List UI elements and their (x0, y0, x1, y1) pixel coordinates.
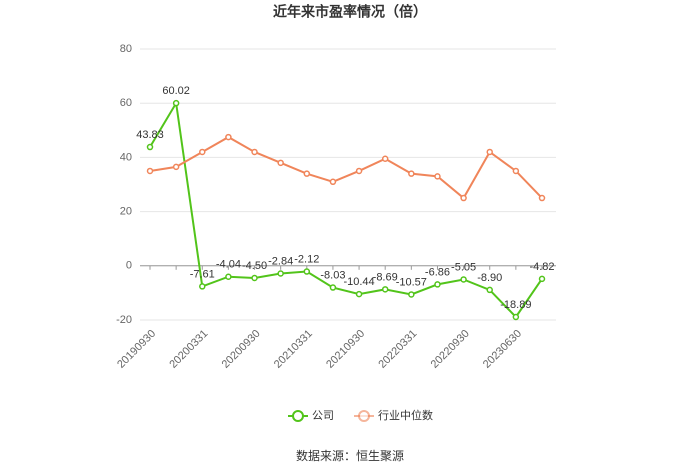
x-tick-label: 20200331 (167, 328, 210, 371)
chart-title: 近年来市盈率情况（倍） (273, 4, 427, 20)
point (277, 159, 284, 167)
x-tick-label: 20230630 (481, 328, 524, 371)
data-label: -2.12 (294, 253, 319, 265)
data-label: -2.84 (268, 255, 293, 267)
point (146, 167, 154, 175)
point (408, 170, 415, 177)
point (460, 276, 467, 283)
point (381, 286, 389, 293)
point (512, 167, 520, 175)
y-tick-label: 40 (120, 151, 132, 163)
y-tick-label: 20 (120, 206, 132, 218)
legend-marker (292, 410, 304, 422)
x-tick-label: 20220331 (376, 328, 419, 371)
data-label: -7.61 (190, 268, 215, 280)
x-tick-label: 20210331 (272, 328, 315, 371)
point (434, 173, 441, 180)
data-label: -8.69 (373, 271, 398, 283)
y-tick-label: -20 (116, 314, 132, 326)
point (199, 283, 206, 290)
data-label: -4.50 (242, 260, 267, 272)
point (277, 270, 284, 277)
point (408, 291, 415, 298)
point (355, 167, 363, 175)
legend-marker (358, 410, 370, 422)
point (486, 286, 493, 294)
legend-label: 行业中位数 (378, 408, 433, 422)
point (146, 143, 154, 151)
point (355, 290, 363, 298)
y-tick-label: 80 (120, 43, 132, 55)
series-line (149, 135, 543, 200)
data-label: -10.57 (396, 276, 427, 288)
point (512, 313, 520, 321)
data-label: -5.05 (451, 261, 476, 273)
point (434, 281, 441, 288)
series-line (149, 100, 543, 319)
x-tick-label: 20210930 (324, 328, 367, 371)
point (172, 99, 180, 107)
point (251, 274, 258, 282)
data-label: -4.04 (216, 259, 241, 271)
point (460, 194, 467, 202)
data-label: -10.44 (343, 276, 374, 288)
x-tick-label: 20190930 (115, 328, 158, 371)
point (329, 284, 337, 291)
data-label: -8.90 (477, 272, 502, 284)
data-label: 60.02 (162, 85, 190, 97)
point (225, 273, 232, 280)
point (172, 163, 180, 171)
y-tick-label: 0 (126, 260, 132, 272)
point (251, 148, 258, 156)
x-tick-label: 20220930 (429, 328, 472, 371)
data-label: -4.82 (529, 261, 554, 273)
point (225, 133, 232, 141)
data-label: -6.86 (425, 266, 450, 278)
point (199, 148, 206, 156)
x-tick-label: 20200930 (220, 328, 263, 371)
point (303, 268, 311, 275)
y-tick-label: 60 (120, 97, 132, 109)
data-label: -8.03 (320, 269, 345, 281)
data-label: 43.83 (136, 129, 164, 141)
point (538, 194, 546, 202)
point (486, 148, 493, 156)
point (538, 275, 546, 283)
legend-label: 公司 (312, 410, 334, 422)
source: 数据来源：恒生聚源 (296, 448, 404, 463)
point (303, 170, 311, 177)
point (381, 155, 389, 163)
data-label: -18.89 (500, 299, 531, 311)
point (329, 178, 337, 186)
